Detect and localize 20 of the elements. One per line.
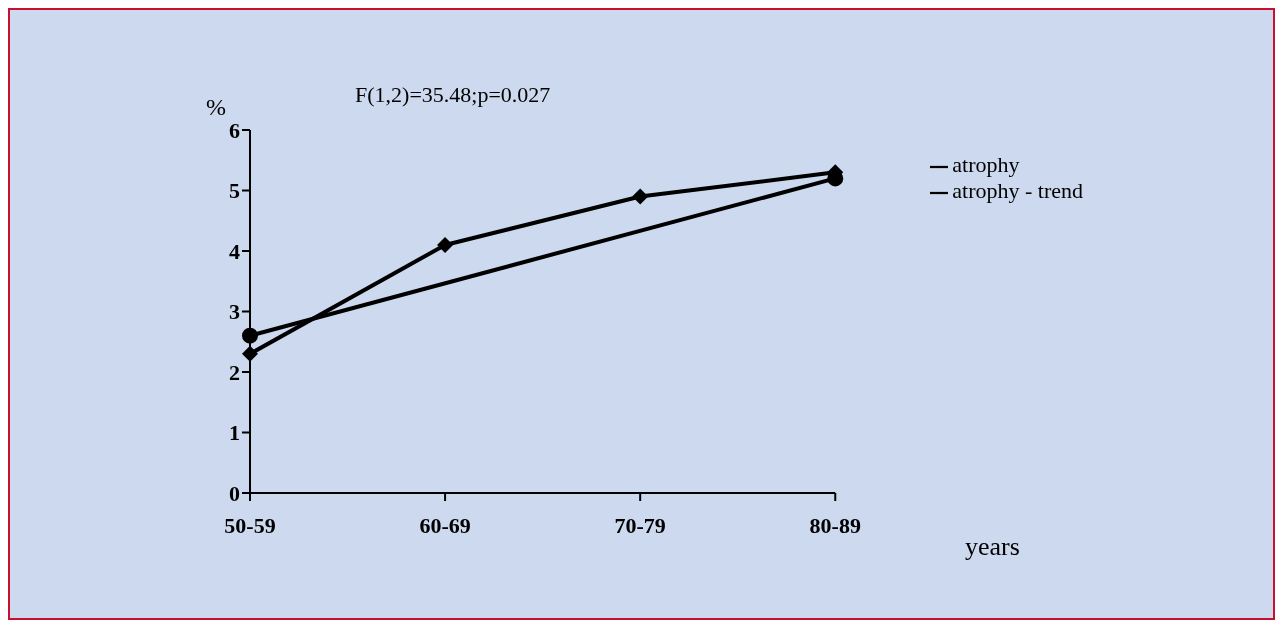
- point: [437, 236, 454, 253]
- y-tick-label: 3: [229, 299, 240, 325]
- x-tick-label: 60-69: [419, 512, 471, 538]
- legend-label: atrophy: [952, 152, 1020, 177]
- y-tick-label: 1: [229, 420, 240, 446]
- point: [242, 345, 258, 362]
- legend-label: atrophy - trend: [952, 178, 1083, 203]
- x-tick-label: 70-79: [614, 512, 666, 538]
- y-tick-label: 2: [229, 359, 240, 385]
- x-tick-label: 50-59: [224, 512, 276, 538]
- x-axis-title: years: [965, 532, 1020, 562]
- x-tick-label: 80-89: [809, 512, 861, 538]
- text: F(1,2)=35.48;p=0.027: [355, 82, 551, 108]
- y-tick-label: 0: [229, 480, 240, 506]
- y-tick-label: 6: [229, 117, 240, 143]
- y-tick-label: 5: [229, 178, 240, 204]
- point: [242, 327, 258, 344]
- y-axis-title: %: [206, 94, 226, 121]
- y-tick-label: 4: [229, 238, 240, 264]
- point: [632, 188, 649, 205]
